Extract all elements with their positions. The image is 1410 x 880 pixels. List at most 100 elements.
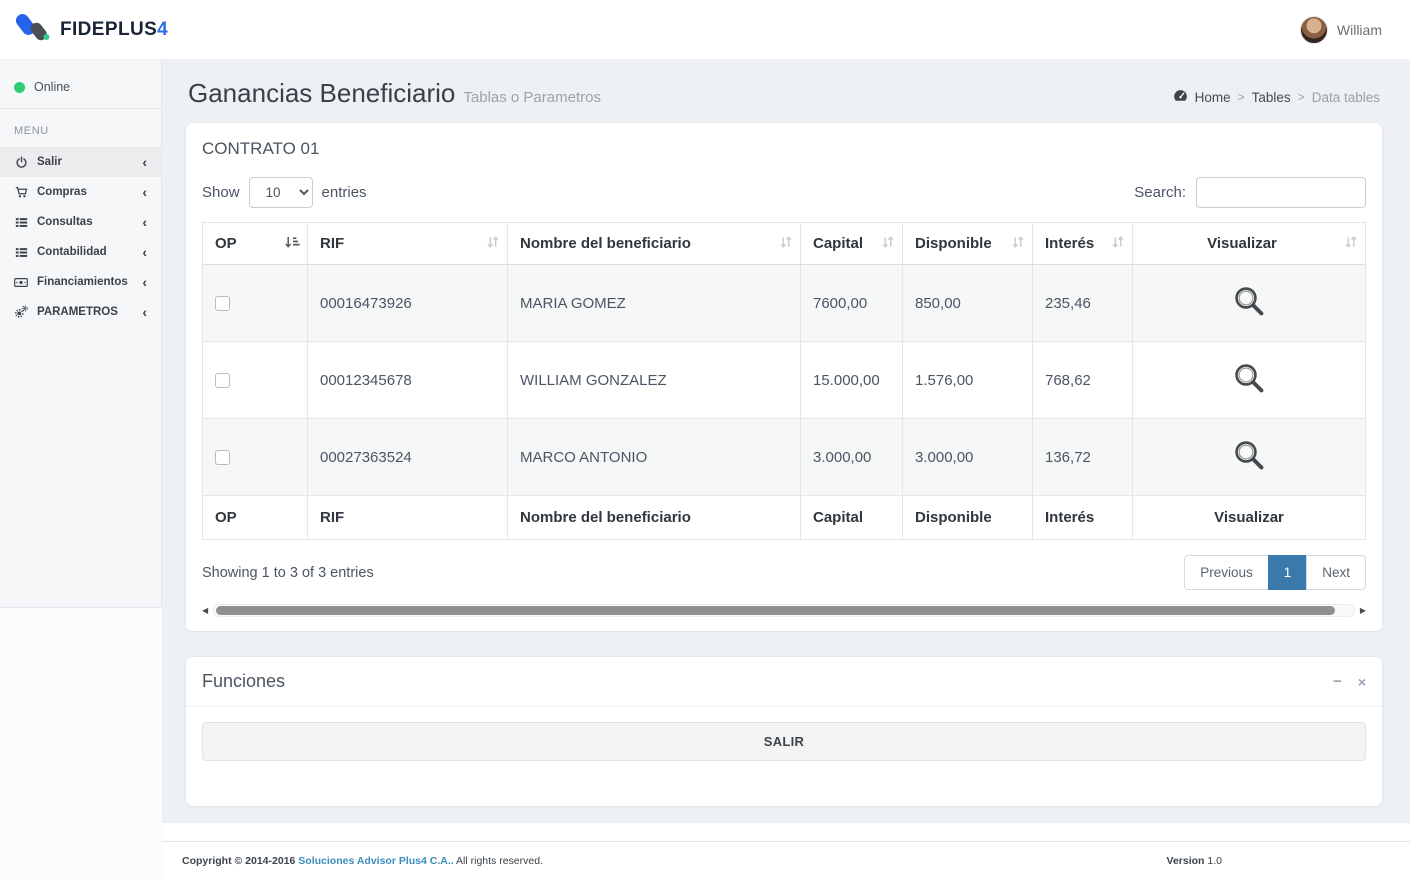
cell-interes: 136,72 [1032,418,1133,496]
breadcrumb: Home > Tables > Data tables [1173,89,1380,105]
sidebar-item-consultas[interactable]: Consultas ‹ [0,207,161,237]
cell-interes: 768,62 [1032,341,1133,419]
minimize-icon[interactable]: − [1333,673,1342,690]
sidebar-item-parametros[interactable]: PARAMETROS ‹ [0,297,161,327]
footer-column-capital: Capital [800,495,903,540]
visualizar-button[interactable] [1231,283,1267,319]
footer-column-interes: Interés [1032,495,1133,540]
scrollbar-track[interactable] [213,604,1355,617]
rights-text: All rights reserved. [456,855,543,867]
sidebar-item-compras[interactable]: Compras ‹ [0,177,161,207]
table-row: 00012345678 WILLIAM GONZALEZ 15.000,00 1… [202,341,1366,419]
salir-button[interactable]: SALIR [202,722,1366,761]
page-length-select[interactable]: 10 [248,177,313,208]
page-footer: Copyright © 2014-2016 Soluciones Advisor… [162,841,1410,880]
column-header-capital[interactable]: Capital [800,222,903,265]
breadcrumb-tables[interactable]: Tables [1251,89,1291,105]
breadcrumb-separator: > [1237,90,1245,104]
cell-disponible: 850,00 [902,264,1033,342]
cell-capital: 15.000,00 [800,341,903,419]
row-checkbox[interactable] [215,450,230,466]
page-title: Ganancias Beneficiario Tablas o Parametro… [188,78,601,108]
table-row: 00027363524 MARCO ANTONIO 3.000,00 3.000… [202,418,1366,496]
brand-text: FIDEPLUS4 [60,18,169,40]
table-list-icon [14,215,28,229]
breadcrumb-separator: > [1297,90,1305,104]
shopping-cart-icon [14,185,28,199]
pagination-previous[interactable]: Previous [1184,555,1269,590]
content-area: Ganancias Beneficiario Tablas o Parametro… [162,60,1410,823]
scroll-left-icon[interactable]: ◀ [202,605,209,615]
user-menu[interactable]: William [1299,15,1382,44]
copyright: Copyright © 2014-2016 Soluciones Advisor… [182,855,543,867]
table-row: 00016473926 MARIA GOMEZ 7600,00 850,00 2… [202,264,1366,342]
scroll-right-icon[interactable]: ▶ [1359,605,1366,615]
sidebar: Online MENU Salir ‹ Compras ‹ [0,60,162,608]
sort-both-icon [779,235,793,253]
pagination-page-1[interactable]: 1 [1267,555,1308,590]
sort-both-icon [881,235,895,253]
version: Version 1.0 [1167,855,1222,867]
close-icon[interactable]: × [1357,673,1366,690]
row-checkbox[interactable] [215,373,230,389]
column-header-nombre[interactable]: Nombre del beneficiario [507,222,801,265]
chevron-left-icon: ‹ [142,244,147,260]
footer-column-rif: RIF [307,495,508,540]
gears-icon [14,305,28,319]
table-search: Search: [1134,177,1366,208]
sidebar-item-label: Salir [37,156,62,168]
pagination: Previous 1 Next [1184,555,1366,590]
breadcrumb-current: Data tables [1311,89,1380,105]
sort-both-icon [1344,235,1358,253]
sidebar-divider [0,108,161,109]
cell-capital: 7600,00 [800,264,903,342]
sidebar-item-label: Contabilidad [37,246,107,258]
column-header-visualizar[interactable]: Visualizar [1132,222,1366,265]
chevron-left-icon: ‹ [142,214,147,230]
sidebar-item-label: Compras [37,186,87,198]
contrato-title: CONTRATO 01 [202,139,320,158]
chevron-left-icon: ‹ [142,154,147,170]
scrollbar-thumb[interactable] [216,606,1335,615]
user-avatar [1299,15,1328,44]
funciones-panel: Funciones − × SALIR [186,657,1382,806]
sort-both-icon [1111,235,1125,253]
menu-label: MENU [14,125,49,137]
version-value: 1.0 [1207,855,1222,867]
visualizar-button[interactable] [1231,437,1267,473]
user-name: William [1336,21,1382,38]
row-checkbox[interactable] [215,296,230,312]
brand-link[interactable]: FIDEPLUS4 [15,10,169,49]
cell-disponible: 1.576,00 [902,341,1033,419]
online-status: Online [0,70,161,106]
column-header-op[interactable]: OP [202,222,308,265]
beneficiario-table: OP RIF Nombre del beneficiario [202,222,1366,540]
cell-rif: 00012345678 [307,341,508,419]
power-icon [14,155,28,169]
search-input[interactable] [1196,177,1366,208]
contrato-panel: CONTRATO 01 Show 10 entries Search: [186,123,1382,631]
cell-disponible: 3.000,00 [902,418,1033,496]
column-header-rif[interactable]: RIF [307,222,508,265]
table-info: Showing 1 to 3 of 3 entries [202,564,374,581]
cell-rif: 00016473926 [307,264,508,342]
pagination-next[interactable]: Next [1306,555,1366,590]
sidebar-rail: Online MENU Salir ‹ Compras ‹ [0,60,162,880]
online-dot-icon [14,81,25,93]
column-header-disponible[interactable]: Disponible [902,222,1033,265]
visualizar-button[interactable] [1231,360,1267,396]
sort-both-icon [1011,235,1025,253]
cell-capital: 3.000,00 [800,418,903,496]
column-header-interes[interactable]: Interés [1032,222,1133,265]
sidebar-item-salir[interactable]: Salir ‹ [0,147,161,177]
breadcrumb-home[interactable]: Home [1194,89,1231,105]
cell-interes: 235,46 [1032,264,1133,342]
sidebar-item-label: PARAMETROS [37,306,118,318]
magnifier-icon [1231,287,1267,322]
sidebar-item-financiamientos[interactable]: Financiamientos ‹ [0,267,161,297]
sidebar-item-contabilidad[interactable]: Contabilidad ‹ [0,237,161,267]
chevron-left-icon: ‹ [142,304,147,320]
company-link[interactable]: Soluciones Advisor Plus4 C.A.. [298,855,454,867]
entries-label: entries [321,184,367,201]
online-label: Online [34,80,71,94]
